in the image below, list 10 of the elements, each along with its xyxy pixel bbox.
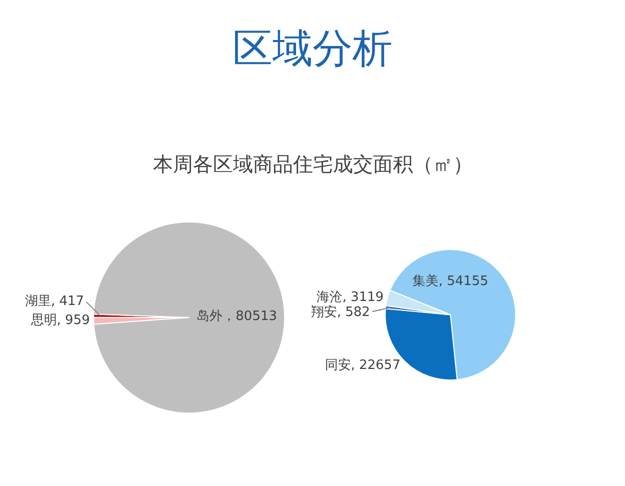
slice-label: 海沧, 3119 [316, 290, 384, 305]
chart-title: 区域分析 [232, 26, 392, 72]
slice-label: 湖里, 417 [25, 294, 84, 309]
slice-label: 同安, 22657 [324, 357, 400, 374]
chart-subtitle: 本周各区域商品住宅成交面积（㎡） [153, 152, 473, 176]
slice-label: 思明, 959 [30, 313, 90, 328]
pie-slice [93, 222, 286, 414]
slice-label: 翔安, 582 [311, 304, 370, 320]
slice-label: 集美, 54155 [412, 273, 488, 290]
slice-label: 岛外，80513 [196, 309, 278, 324]
